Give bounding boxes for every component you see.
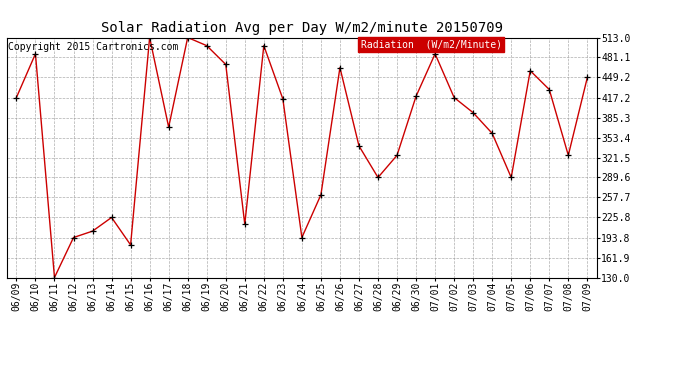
Text: Radiation  (W/m2/Minute): Radiation (W/m2/Minute) [361, 40, 502, 50]
Text: Copyright 2015 Cartronics.com: Copyright 2015 Cartronics.com [8, 42, 179, 52]
Title: Solar Radiation Avg per Day W/m2/minute 20150709: Solar Radiation Avg per Day W/m2/minute … [101, 21, 503, 35]
